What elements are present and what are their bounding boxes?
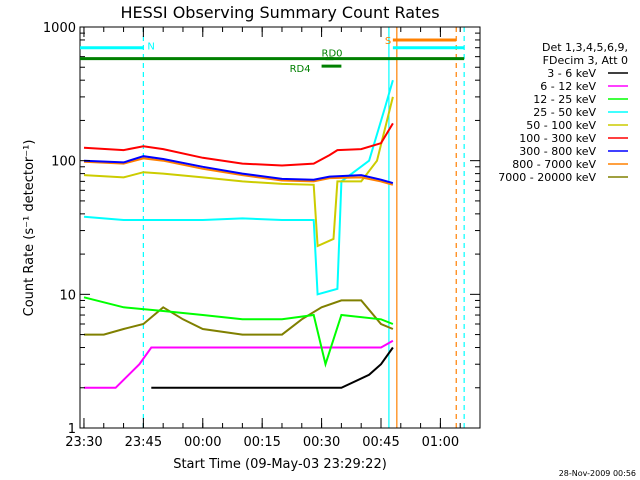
x-tick-label: 00:30 [303,435,340,450]
series-line-100-300-kev [83,122,394,167]
flag-label-rd4: RD4 [290,64,311,75]
legend-label: 6 - 12 keV [540,80,596,93]
series-line-25-50-kev [83,79,394,296]
series-line-300-800-kev [83,155,394,185]
x-tick-label: 23:45 [125,435,162,450]
legend-label: 800 - 7000 keV [512,158,596,171]
series-line-6-12-kev [84,339,394,389]
y-tick-label: 1000 [43,21,76,36]
legend-label: 300 - 800 keV [519,145,596,158]
flag-label-n: N [147,42,154,53]
legend-header-line: FDecim 3, Att 0 [543,54,628,67]
x-tick-label: 23:30 [65,435,102,450]
x-tick-label: 00:15 [243,435,280,450]
flag-label-s: S [385,36,391,47]
chart-title: HESSI Observing Summary Count Rates [120,3,439,22]
series-line-50-100-kev [83,96,394,248]
legend-header-line: Det 1,3,4,5,6,9, [542,41,628,54]
legend-label: 100 - 300 keV [519,132,596,145]
x-tick-label: 01:00 [422,435,459,450]
y-tick-label: 1 [68,422,76,437]
legend-label: 12 - 25 keV [533,93,596,106]
legend-label: 25 - 50 keV [533,106,596,119]
plot-frame [79,26,481,429]
footer-timestamp: 28-Nov-2009 00:56 [559,469,636,478]
legend-label: 3 - 6 keV [547,67,596,80]
y-axis-label: Count Rate (s⁻¹ detector⁻¹) [22,140,37,317]
flag-label-rd0: RD0 [322,49,343,60]
y-tick-label: 10 [59,288,76,303]
series-line-800-7000-kev [83,157,394,186]
x-axis-label: Start Time (09-May-03 23:29:22) [173,457,387,472]
series-line-7000-20000-kev [84,299,394,336]
legend-label: 7000 - 20000 keV [498,171,596,184]
series-line-3-6-kev [151,346,394,389]
x-tick-label: 00:45 [362,435,399,450]
legend-label: 50 - 100 keV [526,119,596,132]
y-tick-label: 100 [51,155,76,170]
series-line-12-25-kev [83,296,394,368]
x-tick-label: 00:00 [184,435,221,450]
